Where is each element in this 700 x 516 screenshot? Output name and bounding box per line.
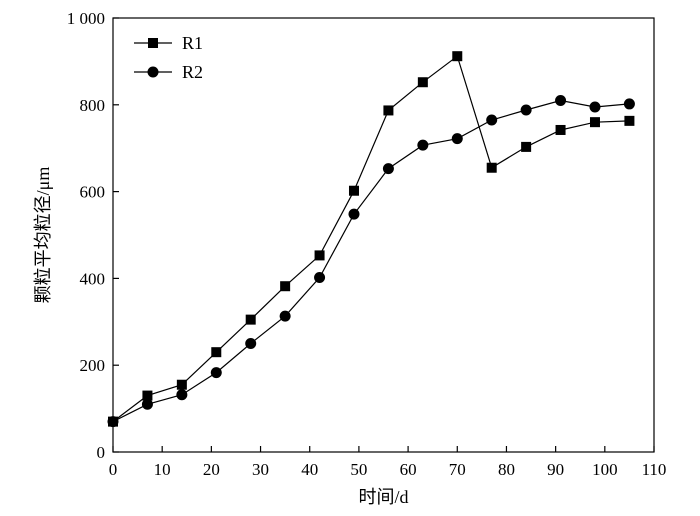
series-line bbox=[112, 55, 630, 423]
data-point bbox=[142, 390, 153, 401]
data-point bbox=[314, 250, 325, 261]
x-tick-label: 110 bbox=[642, 460, 667, 479]
data-point bbox=[279, 310, 291, 322]
data-point bbox=[417, 139, 429, 151]
legend-item-r2: R2 bbox=[134, 62, 203, 82]
data-point bbox=[210, 367, 222, 379]
data-point bbox=[555, 94, 567, 106]
legend-label: R2 bbox=[182, 62, 203, 82]
y-tick-label: 200 bbox=[80, 356, 106, 375]
x-tick-label: 0 bbox=[109, 460, 118, 479]
legend-marker bbox=[148, 38, 158, 48]
data-point bbox=[486, 162, 497, 173]
data-point bbox=[348, 208, 360, 220]
data-point bbox=[211, 347, 222, 358]
data-point bbox=[314, 272, 326, 284]
legend-label: R1 bbox=[182, 33, 203, 53]
data-point bbox=[348, 185, 359, 196]
x-tick-label: 50 bbox=[350, 460, 367, 479]
x-tick-label: 90 bbox=[547, 460, 564, 479]
data-point bbox=[107, 416, 119, 428]
data-point bbox=[520, 104, 532, 116]
x-tick-label: 30 bbox=[252, 460, 269, 479]
data-point bbox=[589, 101, 601, 113]
data-point bbox=[521, 141, 532, 152]
data-point bbox=[624, 115, 635, 126]
x-axis-title: 时间/d bbox=[358, 487, 408, 507]
axes: 0 10 20 30 40 50 60 70 80 90 100 110 0 200 400 600 800 1 … bbox=[67, 9, 667, 479]
plot-frame bbox=[112, 17, 655, 453]
x-tick-label: 100 bbox=[592, 460, 618, 479]
data-point bbox=[623, 98, 635, 110]
plot-area bbox=[112, 17, 655, 453]
data-point bbox=[245, 314, 256, 325]
legend-item-r1: R1 bbox=[134, 33, 203, 53]
x-tick-label: 40 bbox=[301, 460, 318, 479]
x-tick-label: 80 bbox=[498, 460, 515, 479]
series-r2 bbox=[107, 94, 635, 428]
x-tick-label: 70 bbox=[449, 460, 466, 479]
data-point bbox=[383, 105, 394, 116]
data-point bbox=[245, 338, 257, 349]
y-axis-title: 颗粒平均粒径/μm bbox=[33, 167, 53, 304]
data-point bbox=[486, 114, 498, 126]
data-point bbox=[176, 379, 187, 390]
legend-marker bbox=[147, 66, 159, 78]
y-tick-label: 0 bbox=[97, 443, 106, 462]
data-point bbox=[451, 133, 463, 145]
data-point bbox=[452, 51, 463, 62]
y-tick-label: 600 bbox=[80, 183, 106, 202]
y-tick-label: 1 000 bbox=[67, 9, 105, 28]
x-tick-label: 10 bbox=[154, 460, 171, 479]
series-r1 bbox=[108, 51, 635, 427]
data-point bbox=[417, 77, 428, 88]
series-line bbox=[112, 99, 630, 423]
data-point bbox=[382, 163, 394, 175]
data-point bbox=[589, 117, 600, 128]
data-point bbox=[280, 281, 291, 292]
series-group bbox=[107, 51, 635, 428]
y-tick-label: 400 bbox=[80, 269, 106, 288]
data-point bbox=[555, 124, 566, 135]
y-tick-label: 800 bbox=[80, 96, 106, 115]
data-point bbox=[141, 398, 153, 410]
data-point bbox=[176, 389, 188, 401]
x-tick-label: 20 bbox=[203, 460, 220, 479]
x-tick-label: 60 bbox=[400, 460, 417, 479]
